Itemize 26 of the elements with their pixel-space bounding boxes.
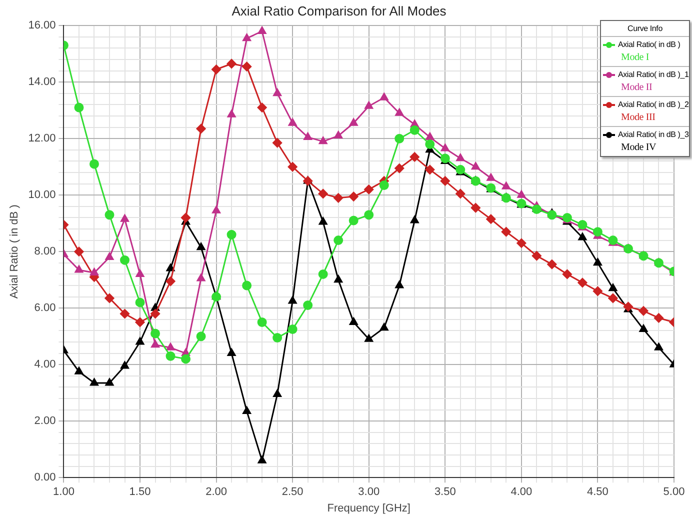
y-tick-label: 2.00 <box>34 415 56 428</box>
y-tick-label: 4.00 <box>34 358 56 371</box>
chart-title: Axial Ratio Comparison for All Modes <box>232 3 447 18</box>
x-tick-label: 4.50 <box>587 486 608 498</box>
legend-label: Axial Ratio( in dB ) Mode I <box>617 40 682 63</box>
legend-label: Axial Ratio( in dB )_1 Mode II <box>617 70 689 93</box>
x-tick-label: 5.00 <box>663 486 685 498</box>
legend-label: Axial Ratio( in dB )_2 Mode III <box>617 100 689 123</box>
y-tick-label: 12.00 <box>28 132 56 145</box>
y-tick-label: 10.00 <box>28 189 56 202</box>
y-tick-label: 0.00 <box>34 472 56 484</box>
y-tick-label: 16.00 <box>28 20 56 32</box>
y-axis-title: Axial Ratio ( in dB ) <box>8 204 21 299</box>
x-tick-label: 3.00 <box>358 486 380 498</box>
x-tick-label: 4.00 <box>510 486 532 498</box>
x-tick-label: 2.00 <box>206 486 228 498</box>
y-tick-label: 14.00 <box>28 76 56 88</box>
legend-label: Axial Ratio( in dB )_3 Mode IV <box>617 130 689 153</box>
x-axis-title: Frequency [GHz] <box>327 502 410 514</box>
y-tick-label: 8.00 <box>34 246 56 258</box>
legend-title: Curve Info <box>601 21 689 37</box>
x-tick-label: 1.50 <box>129 486 151 498</box>
x-tick-label: 2.50 <box>282 486 304 498</box>
x-tick-label: 3.50 <box>434 486 456 498</box>
y-tick-label: 6.00 <box>34 302 56 314</box>
x-tick-label: 1.00 <box>53 486 74 498</box>
